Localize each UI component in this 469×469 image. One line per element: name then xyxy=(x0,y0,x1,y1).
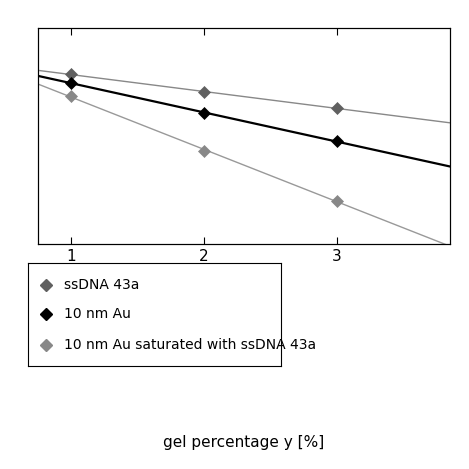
Text: 10 nm Au saturated with ssDNA 43a: 10 nm Au saturated with ssDNA 43a xyxy=(64,338,316,352)
Text: gel percentage y [%]: gel percentage y [%] xyxy=(163,435,325,450)
Text: ssDNA 43a: ssDNA 43a xyxy=(64,278,139,292)
Text: 10 nm Au: 10 nm Au xyxy=(64,307,130,321)
